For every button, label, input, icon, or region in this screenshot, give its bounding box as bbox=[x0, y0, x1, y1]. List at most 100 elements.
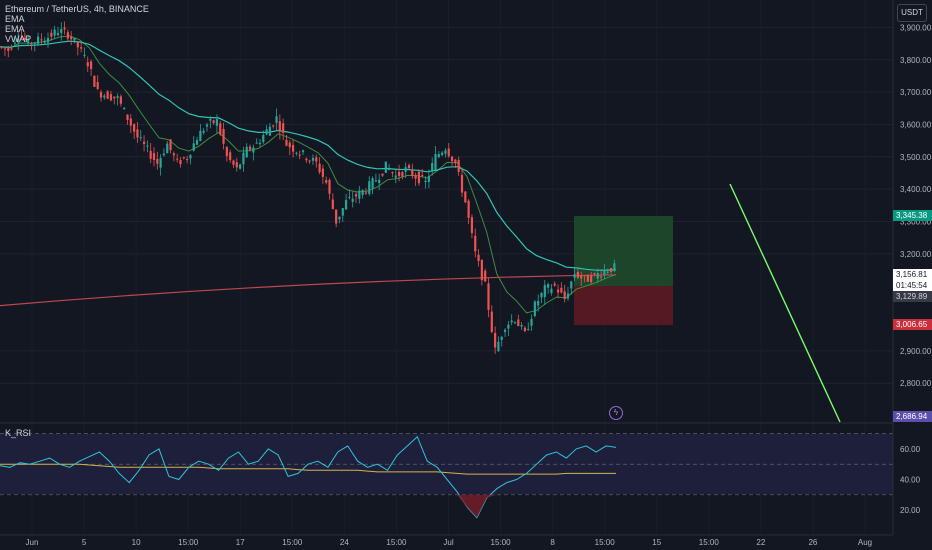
time-axis[interactable]: Jun 5 10 15:00 17 15:00 24 15:00 Jul 15:00 8 15:00 1… bbox=[0, 534, 893, 547]
candle-body bbox=[580, 275, 583, 279]
candle-body bbox=[593, 273, 596, 275]
candle-body bbox=[142, 141, 146, 145]
stop-price-tag: 3,006.65 bbox=[893, 319, 932, 330]
candle-body bbox=[219, 123, 222, 135]
candle-body bbox=[245, 146, 248, 158]
candle-body bbox=[258, 142, 262, 145]
trend-line[interactable] bbox=[729, 183, 841, 423]
candle-body bbox=[215, 119, 219, 126]
vwap-indicator[interactable]: VWAP bbox=[5, 34, 32, 44]
time-tick-label: Aug bbox=[858, 538, 872, 547]
candle-body bbox=[411, 170, 414, 177]
time-tick-label: 17 bbox=[236, 538, 245, 547]
candle-body bbox=[189, 154, 192, 159]
candle-body bbox=[205, 124, 209, 127]
candle-body bbox=[195, 140, 199, 145]
candle-body bbox=[560, 287, 563, 293]
candle-body bbox=[0, 46, 3, 48]
candle-body bbox=[93, 75, 96, 87]
candle-body bbox=[540, 292, 543, 298]
candle-body bbox=[10, 48, 13, 50]
alert-icon[interactable]: ϟ bbox=[609, 406, 623, 420]
candle-body bbox=[484, 270, 487, 282]
candle-body bbox=[156, 158, 159, 164]
candle-body bbox=[378, 179, 381, 183]
candle-body bbox=[454, 159, 457, 164]
alert-price-tag: 2,686.94 bbox=[893, 411, 932, 422]
candle-body bbox=[590, 275, 593, 283]
symbol-title[interactable]: Ethereum / TetherUS, 4h, BINANCE bbox=[5, 4, 149, 14]
candle-body bbox=[606, 271, 609, 273]
candle-body bbox=[338, 216, 341, 220]
candle-body bbox=[76, 41, 79, 48]
price-tick-label: 3,800.00 bbox=[900, 56, 932, 65]
candle-body bbox=[30, 43, 33, 45]
candle-body bbox=[56, 33, 60, 36]
time-tick-label: 8 bbox=[550, 538, 555, 547]
time-tick-label: 15:00 bbox=[386, 538, 407, 547]
candle-body bbox=[424, 180, 427, 183]
candle-body bbox=[414, 175, 417, 179]
time-tick-label: Jul bbox=[443, 538, 453, 547]
time-tick-label: 15:00 bbox=[282, 538, 303, 547]
candle-body bbox=[351, 198, 354, 202]
price-axis[interactable]: 3,900.00 3,800.00 3,700.00 3,600.00 3,500.00… bbox=[892, 0, 932, 535]
candle-body bbox=[53, 29, 56, 36]
candle-body bbox=[470, 217, 474, 233]
time-tick-label: 15:00 bbox=[491, 538, 512, 547]
candle-body bbox=[3, 48, 7, 50]
candle-body bbox=[73, 38, 76, 41]
candle-body bbox=[275, 116, 278, 123]
currency-button[interactable]: USDT bbox=[897, 4, 927, 22]
moving-averages bbox=[0, 35, 617, 314]
ema-indicator-2[interactable]: EMA bbox=[5, 24, 25, 34]
candle-body bbox=[36, 36, 40, 44]
time-tick-label: 22 bbox=[756, 538, 765, 547]
candle-body bbox=[318, 163, 321, 173]
candle-body bbox=[374, 180, 377, 182]
time-tick-label: 15:00 bbox=[178, 538, 199, 547]
candle-body bbox=[500, 336, 503, 340]
candle-body bbox=[46, 37, 50, 43]
candle-body bbox=[576, 272, 580, 278]
candle-body bbox=[520, 324, 523, 327]
current-price-tag: 3,156.81 01:45:54 bbox=[893, 269, 932, 292]
bar-countdown: 01:45:54 bbox=[896, 281, 928, 290]
candle-body bbox=[129, 118, 132, 126]
candle-body bbox=[63, 27, 66, 30]
ema-indicator-1[interactable]: EMA bbox=[5, 14, 25, 24]
candle-body bbox=[186, 159, 189, 161]
candle-body bbox=[255, 142, 258, 144]
time-tick-label: 24 bbox=[340, 538, 349, 547]
price-tick-label: 2,900.00 bbox=[900, 347, 932, 356]
candle-body bbox=[33, 42, 36, 44]
candle-body bbox=[510, 320, 513, 323]
candle-body bbox=[427, 176, 430, 183]
candle-body bbox=[298, 154, 301, 156]
candle-body bbox=[20, 37, 23, 39]
candle-body bbox=[96, 82, 99, 89]
candle-body bbox=[556, 289, 560, 293]
candle-body bbox=[103, 95, 106, 98]
candle-body bbox=[152, 153, 156, 160]
candle-body bbox=[517, 319, 520, 327]
candle-body bbox=[599, 276, 603, 278]
candle-body bbox=[225, 147, 228, 156]
candle-body bbox=[248, 146, 252, 150]
price-tick-label: 3,200.00 bbox=[900, 250, 932, 259]
candle-body bbox=[537, 301, 540, 306]
candle-body bbox=[583, 275, 586, 277]
candle-body bbox=[285, 139, 288, 146]
candle-body bbox=[328, 179, 331, 194]
candle-body bbox=[404, 167, 407, 172]
rsi-indicator-label[interactable]: K_RSI bbox=[5, 428, 32, 438]
candle-body bbox=[566, 293, 570, 299]
candle-body bbox=[321, 168, 325, 177]
candle-body bbox=[136, 129, 139, 138]
candle-body bbox=[467, 200, 470, 218]
candle-body bbox=[311, 158, 315, 161]
rsi-ma-line bbox=[0, 463, 616, 475]
candle-body bbox=[441, 152, 444, 155]
candle-body bbox=[305, 158, 308, 161]
